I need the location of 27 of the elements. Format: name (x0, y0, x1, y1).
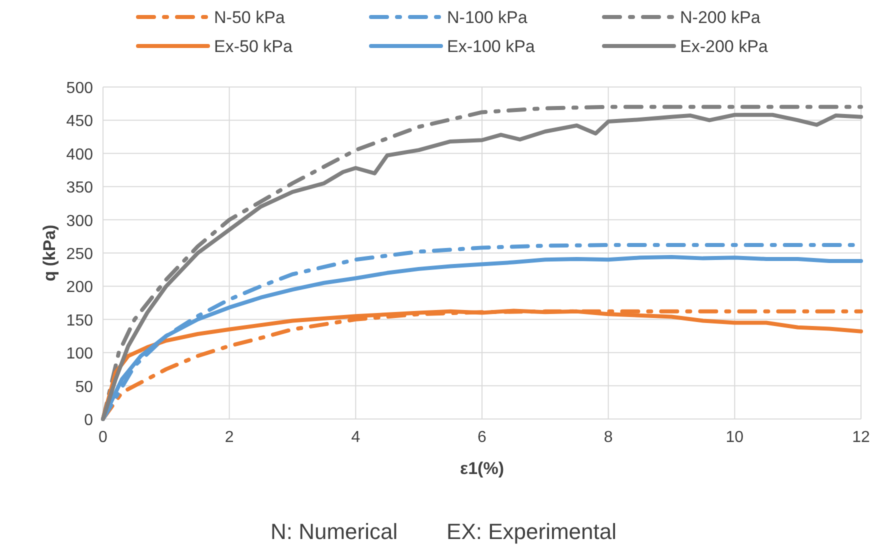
y-tick-label: 200 (66, 279, 94, 296)
x-tick-label: 6 (478, 429, 487, 446)
y-tick-label: 250 (66, 246, 94, 263)
x-tick-label: 0 (98, 429, 108, 446)
legend-label: N-100 kPa (447, 8, 528, 27)
y-tick-label: 50 (75, 378, 94, 396)
y-tick-label: 300 (66, 212, 94, 230)
legend-label: N-200 kPa (680, 8, 761, 27)
y-tick-label: 350 (66, 180, 94, 197)
text: N: Numerical EX: Experimental (270, 519, 616, 544)
legend-label: Ex-200 kPa (680, 37, 768, 56)
x-tick-label: 12 (852, 429, 870, 446)
y-tick-label: 150 (66, 312, 94, 330)
y-tick-label: 0 (84, 412, 94, 429)
x-tick-label: 10 (726, 429, 744, 446)
y-tick-label: 500 (66, 80, 94, 97)
legend-label: Ex-50 kPa (214, 37, 293, 56)
y-tick-label: 100 (66, 346, 94, 363)
x-tick-label: 2 (224, 429, 234, 446)
x-axis-title: ε1(%) (460, 459, 504, 478)
x-tick-label: 4 (351, 429, 360, 446)
legend-label: Ex-100 kPa (447, 37, 536, 56)
y-axis-title: q (kPa) (40, 224, 59, 282)
x-tick-label: 8 (604, 429, 613, 446)
legend-label: N-50 kPa (214, 8, 286, 27)
y-tick-label: 400 (66, 146, 94, 164)
y-tick-label: 450 (66, 113, 94, 130)
